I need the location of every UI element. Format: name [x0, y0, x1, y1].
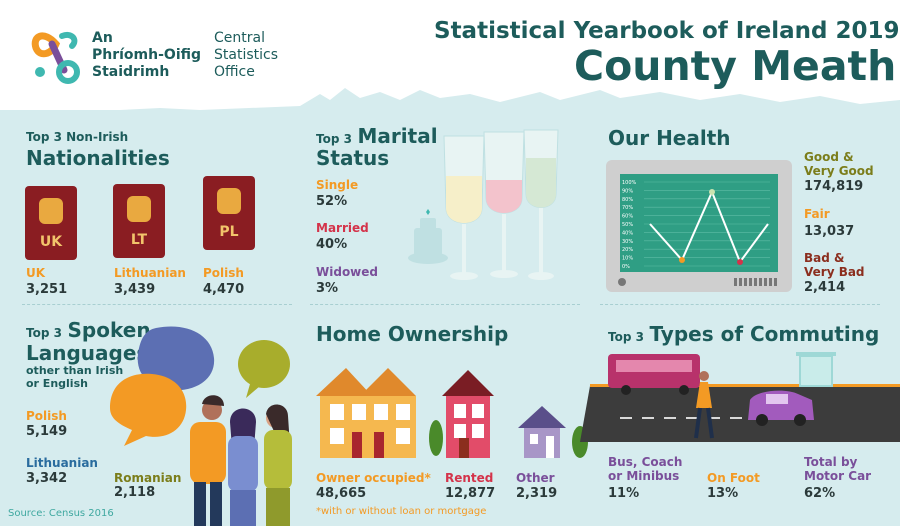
uk-passport-icon: UK — [25, 186, 77, 260]
health-label: Fair — [804, 207, 830, 221]
nationality-label: UK — [26, 266, 46, 280]
header — [0, 0, 900, 112]
monitor-vent-icon — [734, 278, 778, 286]
marital-label: Married — [316, 221, 369, 235]
commuting-label: On Foot — [707, 471, 760, 485]
tick-label: 30% — [622, 239, 633, 245]
ownership-label: Rented — [445, 471, 494, 485]
lt-passport-icon: LT — [113, 184, 165, 258]
commuting-illustration — [580, 352, 900, 442]
marital-value: 52% — [316, 194, 348, 209]
health-point — [679, 257, 685, 263]
health-point — [737, 259, 743, 265]
nationality-label: Lithuanian — [114, 266, 186, 280]
commuting-value: 62% — [804, 486, 836, 501]
commuting-label: Bus, Coach or Minibus — [608, 455, 683, 483]
health-title: Our Health — [608, 126, 731, 150]
commuting-title: Top 3 Types of Commuting — [608, 322, 880, 346]
language-label: Polish — [26, 409, 67, 423]
marital-label: Widowed — [316, 265, 378, 279]
language-value: 5,149 — [26, 424, 68, 439]
nationality-value: 4,470 — [203, 282, 245, 297]
tick-label: 40% — [622, 230, 633, 236]
nationality-label: Polish — [203, 266, 244, 280]
tick-label: 60% — [622, 214, 633, 220]
language-label: Lithuanian — [26, 456, 98, 470]
nationalities-prefix: Top 3 Non-Irish — [26, 130, 129, 144]
marital-value: 3% — [316, 281, 339, 296]
nationality-value: 3,251 — [26, 282, 68, 297]
health-value: 2,414 — [804, 280, 846, 295]
commuting-value: 11% — [608, 486, 640, 501]
cso-logo-icon — [31, 32, 80, 84]
health-label: Good & Very Good — [804, 150, 874, 178]
tick-label: 70% — [622, 205, 633, 211]
page-title: Statistical Yearbook of Ireland 2019 — [434, 18, 900, 44]
tick-label: 50% — [622, 222, 633, 228]
monitor-power-icon — [618, 278, 626, 286]
champagne-glasses-icon — [408, 129, 559, 280]
ownership-footnote: *with or without loan or mortgage — [316, 506, 487, 517]
health-value: 174,819 — [804, 179, 864, 194]
ownership-title: Home Ownership — [316, 322, 509, 346]
health-line-chart: 100% 90% 80% 70% 60% 50% 40% 30% 20% 10% 0% — [622, 180, 770, 270]
health-label: Bad & Very Bad — [804, 251, 865, 279]
commuting-value: 13% — [707, 486, 739, 501]
ownership-value: 12,877 — [445, 486, 496, 501]
org-name-irish: An Phríomh-Oifig Staidrimh — [92, 30, 202, 80]
language-value: 3,342 — [26, 471, 68, 486]
marital-value: 40% — [316, 237, 348, 252]
ownership-label: Owner occupied* — [316, 471, 431, 485]
tick-label: 10% — [622, 256, 633, 262]
pl-passport-icon: PL — [203, 176, 255, 250]
commuting-label: Total by Motor Car — [804, 455, 872, 483]
tick-label: 90% — [622, 188, 633, 194]
tick-label: 80% — [622, 197, 633, 203]
skyline-illustration — [0, 88, 900, 120]
health-point — [709, 189, 715, 195]
language-label: Romanian — [114, 471, 182, 485]
source-note: Source: Census 2016 — [8, 508, 114, 519]
tick-label: 0% — [622, 264, 630, 270]
divider — [600, 304, 880, 305]
language-value: 2,118 — [114, 485, 156, 500]
county-title: County Meath — [574, 42, 897, 90]
divider — [310, 304, 580, 305]
ownership-value: 48,665 — [316, 486, 367, 501]
houses-illustration — [316, 368, 588, 458]
languages-title: Top 3 Spoken Languages other than Irish … — [26, 318, 151, 390]
nationality-value: 3,439 — [114, 282, 156, 297]
marital-label: Single — [316, 178, 359, 192]
tick-label: 100% — [622, 180, 637, 186]
people-talking-icon — [110, 326, 292, 526]
tick-label: 20% — [622, 247, 633, 253]
marital-title: Top 3 Marital Status — [316, 124, 438, 170]
health-value: 13,037 — [804, 224, 855, 239]
nationalities-title: Nationalities — [26, 146, 170, 170]
org-name-english: Central Statistics Office — [214, 30, 278, 80]
ownership-label: Other — [516, 471, 555, 485]
divider — [22, 304, 292, 305]
ownership-value: 2,319 — [516, 486, 558, 501]
health-line — [649, 189, 769, 265]
